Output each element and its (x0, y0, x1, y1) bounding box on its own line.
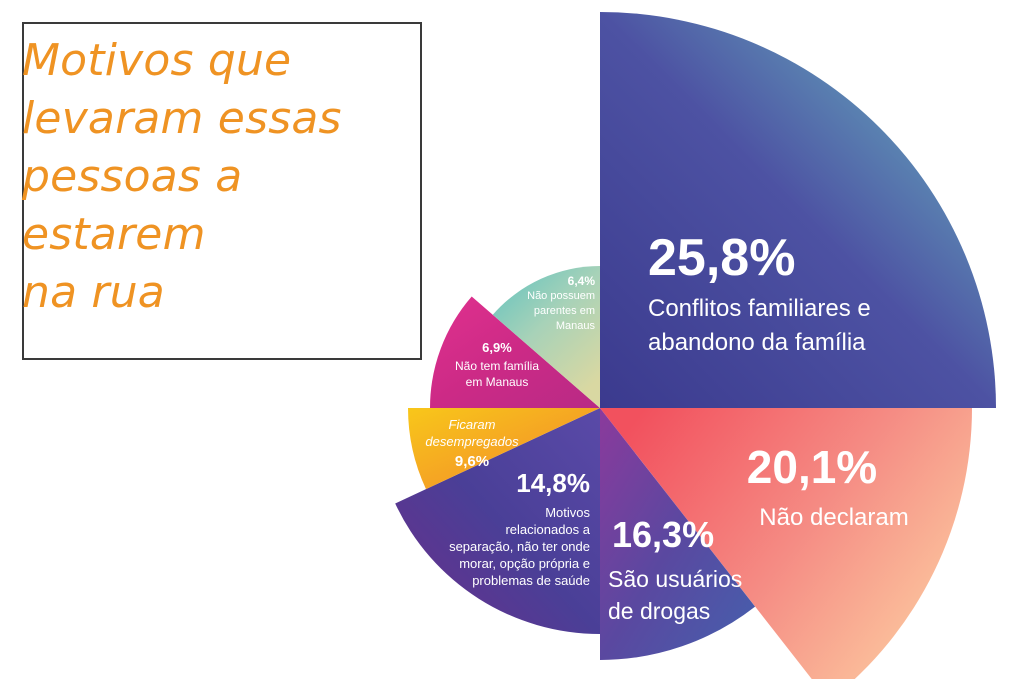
slice-label-line: em Manaus (466, 375, 529, 389)
slice-conflitos (600, 12, 996, 408)
slice-label-line: Conflitos familiares e (648, 295, 871, 322)
slice-label-line: parentes em (534, 305, 595, 317)
slice-value-desempregados: 9,6% (455, 453, 489, 470)
chart-title: Motivos que levaram essas pessoas a esta… (22, 32, 392, 322)
slice-value-sem-familia: 6,9% (482, 340, 512, 355)
slice-label-sem-familia: Não tem família em Manaus (455, 359, 539, 389)
slice-label-line: Ficaram (449, 417, 496, 432)
slice-value-outros: 14,8% (516, 468, 590, 498)
slice-drogas (600, 408, 756, 660)
labels-layer: 25,8% Conflitos familiares e abandono da f… (425, 229, 908, 624)
slice-label-line: Não possuem (527, 290, 595, 302)
slices-layer (395, 12, 996, 679)
slice-value-sem-parentes: 6,4% (568, 274, 596, 288)
slice-label-line: de drogas (608, 598, 710, 624)
slice-sem-parentes (492, 266, 600, 408)
slice-label-line: separação, não ter onde (449, 539, 590, 554)
slice-label-line: abandono da família (648, 329, 866, 356)
title-line: pessoas a (22, 151, 243, 202)
slice-label-outros: Motivos relacionados a separação, não ter … (449, 505, 591, 588)
title-line: estarem (22, 209, 206, 260)
slice-value-nao-declaram: 20,1% (747, 441, 877, 493)
slice-label-desempregados: Ficaram desempregados (425, 417, 519, 449)
title-frame (22, 22, 422, 360)
slice-label-line: problemas de saúde (472, 573, 590, 588)
slice-label-line: São usuários (608, 566, 742, 592)
slice-value-conflitos: 25,8% (648, 229, 795, 287)
slice-label-line: desempregados (425, 434, 519, 449)
slice-value-drogas: 16,3% (612, 514, 714, 555)
slice-sem-familia (430, 296, 600, 408)
slice-label-drogas: São usuários de drogas (608, 566, 742, 624)
slice-label-line: Manaus (556, 320, 596, 332)
title-line: Motivos que (22, 35, 292, 86)
title-line: levaram essas (22, 93, 342, 144)
slice-label-line: Não tem família (455, 359, 539, 373)
slice-label-line: Motivos (545, 505, 590, 520)
title-line: na rua (22, 267, 165, 318)
slice-desempregados (408, 408, 600, 490)
slice-nao-declaram (600, 408, 972, 679)
slice-label-sem-parentes: Não possuem parentes em Manaus (527, 290, 595, 332)
slice-label-line: Não declaram (759, 504, 908, 531)
slice-label-conflitos: Conflitos familiares e abandono da famíli… (648, 295, 871, 356)
slice-outros (395, 408, 600, 634)
slice-label-nao-declaram: Não declaram (759, 504, 908, 531)
slice-label-line: relacionados a (505, 522, 590, 537)
slice-label-line: morar, opção própria e (459, 556, 590, 571)
